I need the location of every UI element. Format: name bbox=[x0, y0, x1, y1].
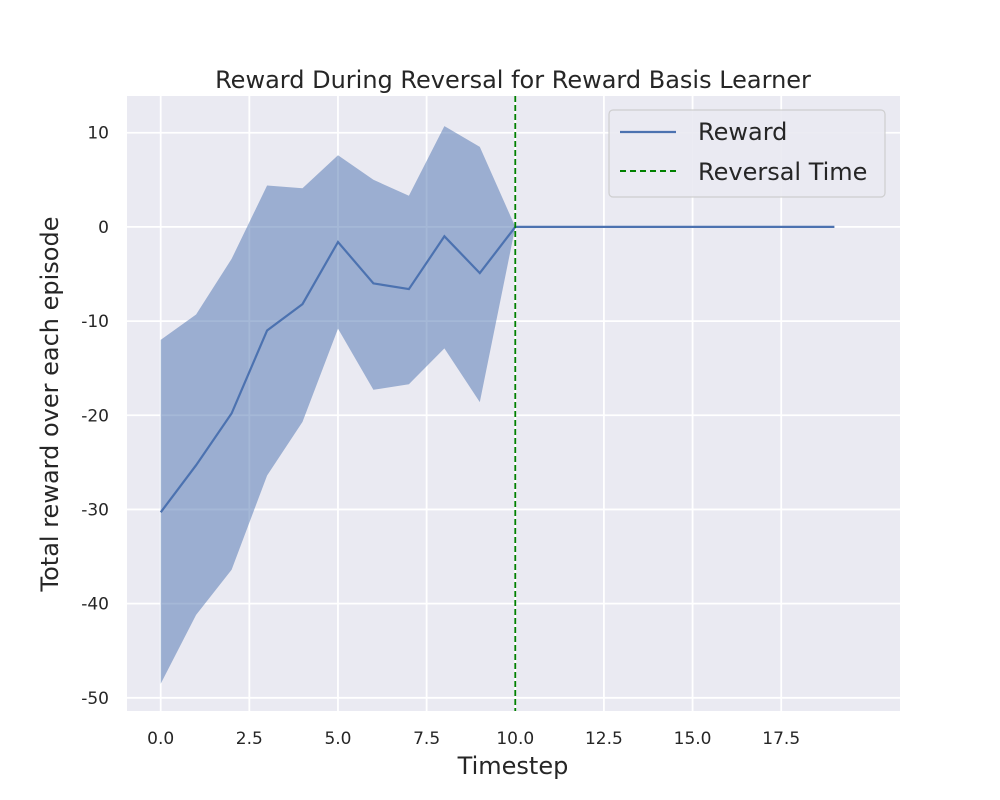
y-tick-label: -50 bbox=[81, 689, 109, 709]
x-axis-label: Timestep bbox=[457, 752, 569, 780]
x-tick-labels: 0.0 2.5 5.0 7.5 10.0 12.5 15.0 17.5 bbox=[147, 729, 800, 749]
x-tick-label: 15.0 bbox=[674, 729, 712, 749]
y-tick-label: -10 bbox=[81, 312, 109, 332]
x-tick-label: 2.5 bbox=[236, 729, 263, 749]
y-tick-labels: 10 0 -10 -20 -30 -40 -50 bbox=[81, 124, 109, 709]
legend-reversal-label: Reversal Time bbox=[698, 158, 867, 186]
x-tick-label: 7.5 bbox=[413, 729, 440, 749]
y-tick-label: -30 bbox=[81, 500, 109, 520]
y-tick-label: 10 bbox=[87, 124, 109, 144]
reward-confidence-band bbox=[160, 126, 516, 684]
legend: Reward Reversal Time bbox=[608, 109, 886, 198]
legend-reward-label: Reward bbox=[698, 118, 787, 146]
x-tick-label: 17.5 bbox=[762, 729, 800, 749]
y-tick-label: -40 bbox=[81, 595, 109, 615]
x-tick-label: 0.0 bbox=[147, 729, 174, 749]
y-axis-label: Total reward over each episode bbox=[36, 217, 64, 593]
reward-series-line bbox=[159, 225, 835, 513]
x-tick-label: 10.0 bbox=[496, 729, 534, 749]
legend-box bbox=[608, 109, 886, 198]
y-tick-label: 0 bbox=[98, 218, 109, 238]
x-tick-label: 5.0 bbox=[324, 729, 351, 749]
x-tick-label: 12.5 bbox=[585, 729, 623, 749]
chart-title: Reward During Reversal for Reward Basis … bbox=[215, 66, 811, 94]
y-tick-label: -20 bbox=[81, 406, 109, 426]
